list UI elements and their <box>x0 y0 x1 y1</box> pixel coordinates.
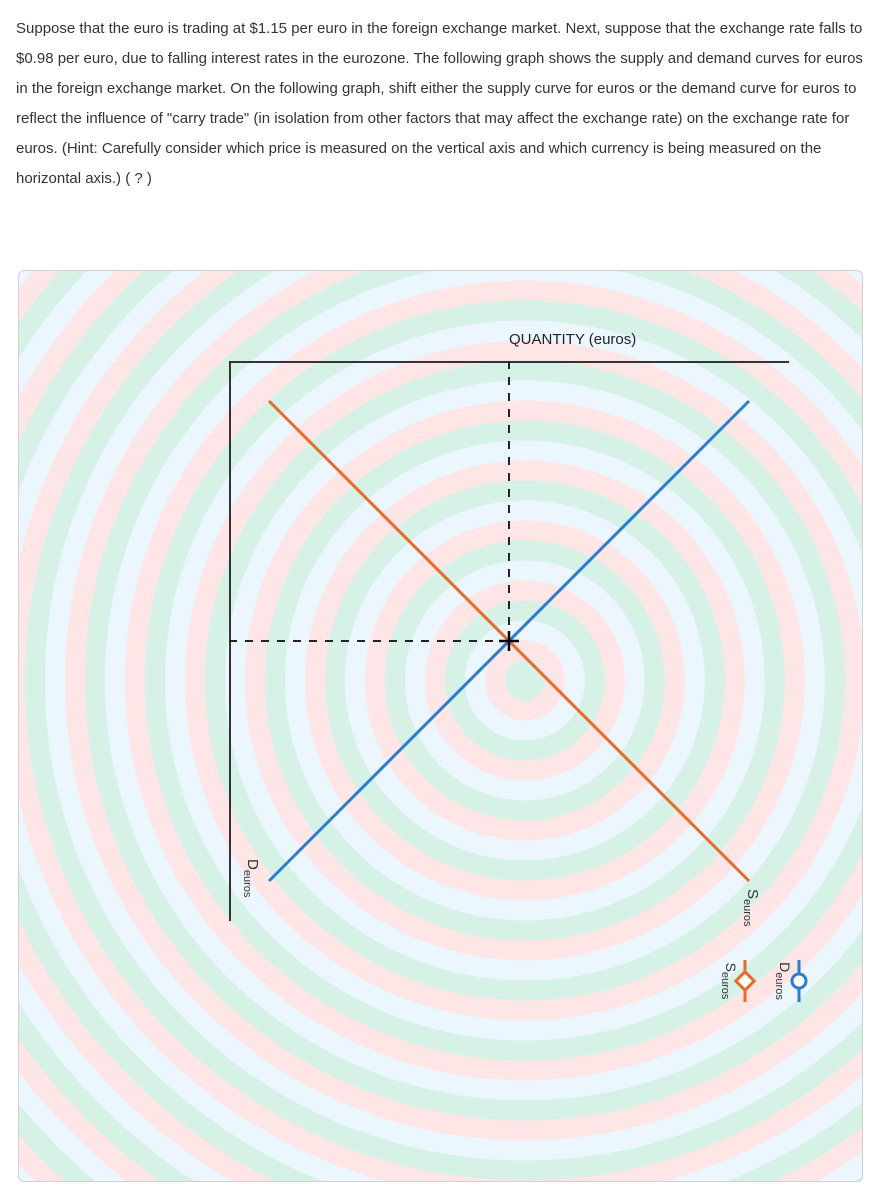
demand-curve-label: Deuros <box>241 859 261 897</box>
graph-rotated-content: Seuros Deuros QUANTITY (euros) Deuros Se… <box>18 301 829 1061</box>
question-text: Suppose that the euro is trading at $1.1… <box>0 0 881 202</box>
legend-item-supply[interactable]: Seuros <box>719 921 745 1041</box>
legend-supply-sub: euros <box>719 972 731 1000</box>
curves-svg <box>229 361 789 921</box>
demand-label-main: D <box>244 859 261 870</box>
legend: Deuros Seuros <box>691 921 799 1041</box>
plot-area[interactable]: Seuros Deuros QUANTITY (euros) <box>229 361 789 921</box>
legend-supply-main: S <box>723 963 739 972</box>
legend-item-demand[interactable]: Deuros <box>773 921 799 1041</box>
y-axis-label: QUANTITY (euros) <box>509 331 636 348</box>
demand-label-sub: euros <box>241 870 253 898</box>
graph-panel: Seuros Deuros QUANTITY (euros) Deuros Se… <box>18 270 863 1182</box>
legend-demand-main: D <box>777 962 793 972</box>
legend-demand-sub: euros <box>773 972 785 1000</box>
supply-label-main: S <box>744 889 761 899</box>
